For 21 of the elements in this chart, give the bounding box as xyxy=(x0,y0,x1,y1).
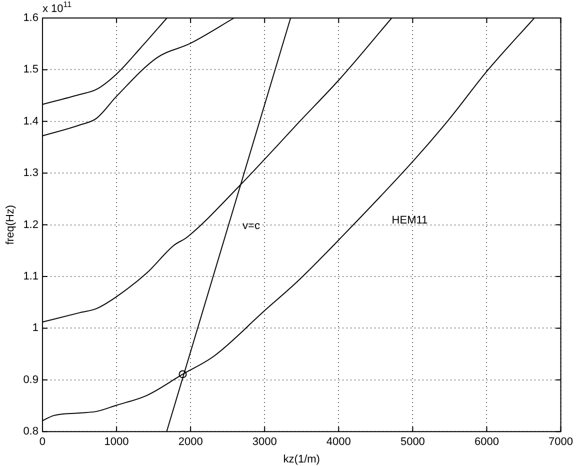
x-tick-label: 2000 xyxy=(178,436,203,448)
y-tick-label: 1.1 xyxy=(23,270,38,283)
y-tick-label: 1.2 xyxy=(23,218,38,231)
x-tick-label: 5000 xyxy=(400,436,425,448)
x-tick-label: 7000 xyxy=(548,436,574,448)
y-tick-label: 1.5 xyxy=(23,64,38,76)
annotation: v=c xyxy=(242,220,260,232)
y-tick-label: 0.8 xyxy=(23,426,38,438)
x-tick-label: 0 xyxy=(39,436,46,448)
x-tick-label: 3000 xyxy=(252,436,277,448)
x-tick-label: 4000 xyxy=(326,436,351,448)
x-tick-label: 1000 xyxy=(104,436,129,448)
y-tick-label: 1.3 xyxy=(23,167,38,180)
y-axis-title: freq(Hz) xyxy=(4,204,17,245)
annotation: HEM11 xyxy=(392,214,428,226)
x-axis-title: kz(1/m) xyxy=(283,453,320,466)
y-tick-label: 1.6 xyxy=(23,12,38,24)
x-tick-label: 6000 xyxy=(474,436,499,448)
y-tick-label: 0.9 xyxy=(23,374,38,386)
y-tick-label: 1.4 xyxy=(23,115,38,128)
y-tick-label: 1 xyxy=(32,322,38,334)
